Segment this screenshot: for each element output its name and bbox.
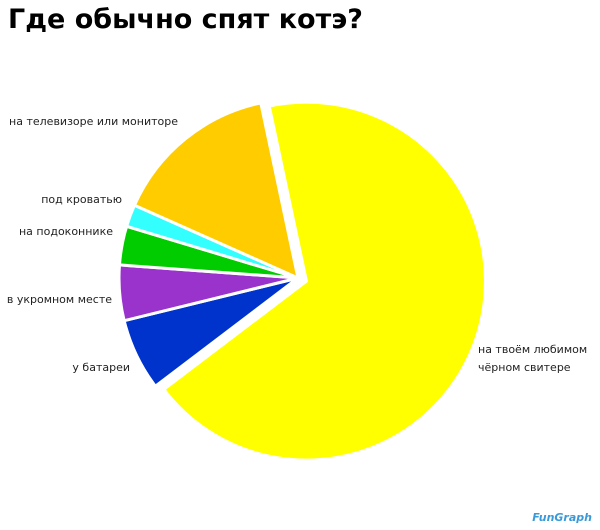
slice-label: в укромном месте: [6, 293, 112, 306]
slice-label: на телевизоре или мониторе: [9, 115, 178, 128]
slice-label: у батареи: [72, 361, 130, 374]
pie-slice: [161, 100, 487, 462]
watermark: FunGraph: [532, 511, 592, 524]
pie-slice: [132, 101, 301, 281]
slice-label: на подоконнике: [18, 225, 113, 238]
slice-label: на твоём любимом чёрном свитере: [478, 343, 588, 374]
slice-label: под кроватью: [41, 193, 122, 206]
chart-title: Где обычно спят котэ?: [8, 4, 363, 35]
